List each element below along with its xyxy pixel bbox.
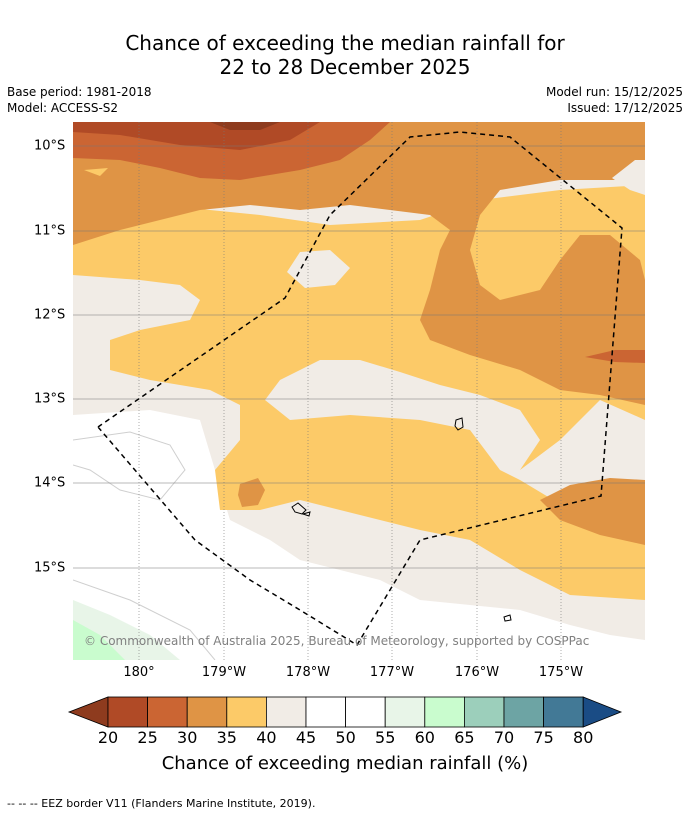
meta-right: Model run: 15/12/2025 Issued: 17/12/2025 xyxy=(546,84,683,116)
eez-border xyxy=(97,131,623,647)
cb-tick-40: 40 xyxy=(256,728,277,747)
colorbar-bin-65-70 xyxy=(463,696,505,728)
lat-label-11s: 11°S xyxy=(34,223,66,239)
colorbar-bin-25-30 xyxy=(147,696,188,728)
colorbar-bin-35-40 xyxy=(226,696,267,728)
region-60-65-southwest xyxy=(73,620,125,660)
region-35-40-small-patch xyxy=(84,168,108,176)
cb-tick-30: 30 xyxy=(177,728,198,747)
model-run: Model run: 15/12/2025 xyxy=(545,85,683,99)
colorbar-bin-60-65 xyxy=(424,696,465,728)
region-lt20-top xyxy=(210,122,280,130)
cb-tick-80: 80 xyxy=(573,728,594,747)
cb-tick-65: 65 xyxy=(454,728,475,747)
cb-tick-60: 60 xyxy=(414,728,435,747)
base-period: Base period: 1981-2018 xyxy=(7,85,152,99)
region-30-35-small-patch xyxy=(238,478,265,507)
colorbar-bin-30-35 xyxy=(186,696,228,728)
colorbar-extend-low xyxy=(67,696,109,728)
lon-label-179w: 179°W xyxy=(201,665,247,680)
cb-tick-20: 20 xyxy=(97,728,119,747)
lat-label-15s: 15°S xyxy=(34,560,66,576)
cb-tick-75: 75 xyxy=(533,728,554,747)
cb-tick-25: 25 xyxy=(137,728,158,747)
cb-tick-35: 35 xyxy=(216,728,237,747)
region-40-45-northeast-patch xyxy=(612,160,645,195)
cb-tick-50: 50 xyxy=(335,728,356,747)
colorbar-bin-45-50 xyxy=(305,696,346,728)
lat-label-10s: 10°S xyxy=(34,138,66,154)
meta-left: Base period: 1981-2018 Model: ACCESS-S2 xyxy=(7,84,152,116)
lon-label-180: 180° xyxy=(123,665,155,680)
island-1 xyxy=(454,417,464,431)
island-3 xyxy=(301,511,311,517)
chart-title: Chance of exceeding the median rainfall … xyxy=(0,31,690,79)
issued-date: Issued: 17/12/2025 xyxy=(567,101,683,115)
region-25-30-east xyxy=(585,350,645,363)
contour-line-1 xyxy=(73,431,186,501)
colorbar-bin-55-60 xyxy=(384,696,426,728)
colorbar-bin-20-25 xyxy=(107,696,148,728)
colorbar-bin-70-75 xyxy=(503,696,544,728)
region-45-55-southwest xyxy=(73,410,645,660)
region-35-40-central xyxy=(73,185,645,600)
map-plot-area xyxy=(73,122,645,660)
lat-label-13s: 13°S xyxy=(34,391,66,407)
lat-label-14s: 14°S xyxy=(34,475,66,491)
region-30-35-southeast xyxy=(540,478,645,545)
island-2 xyxy=(291,502,307,515)
copyright-notice: © Commonwealth of Australia 2025, Bureau… xyxy=(84,634,590,648)
cb-tick-45: 45 xyxy=(295,728,317,747)
region-30-35-north xyxy=(73,122,645,405)
title-line-2: 22 to 28 December 2025 xyxy=(219,55,471,79)
lon-label-176w: 176°W xyxy=(454,665,500,680)
parallels xyxy=(73,145,645,569)
lon-label-177w: 177°W xyxy=(369,665,415,680)
lon-label-175w: 175°W xyxy=(538,665,584,680)
cb-tick-55: 55 xyxy=(375,728,396,747)
colorbar-bin-40-45 xyxy=(265,696,307,728)
colorbar-bin-50-55 xyxy=(345,696,386,728)
contour-line-2 xyxy=(73,579,216,660)
island-4 xyxy=(503,614,512,622)
colorbar xyxy=(67,696,623,728)
cb-tick-70: 70 xyxy=(493,728,515,747)
model-name: Model: ACCESS-S2 xyxy=(7,101,119,115)
colorbar-extend-high xyxy=(582,696,623,728)
title-line-1: Chance of exceeding the median rainfall … xyxy=(125,31,565,55)
region-40-45-patch xyxy=(287,250,350,288)
eez-legend: -- -- -- EEZ border V11 (Flanders Marine… xyxy=(7,797,316,810)
colorbar-bin-75-80 xyxy=(543,696,584,728)
colorbar-ticks: 20 25 30 35 40 45 50 55 60 65 70 75 80 xyxy=(0,728,690,748)
colorbar-label: Chance of exceeding median rainfall (%) xyxy=(161,753,529,774)
lat-label-12s: 12°S xyxy=(34,307,66,323)
lon-label-178w: 178°W xyxy=(285,665,331,680)
